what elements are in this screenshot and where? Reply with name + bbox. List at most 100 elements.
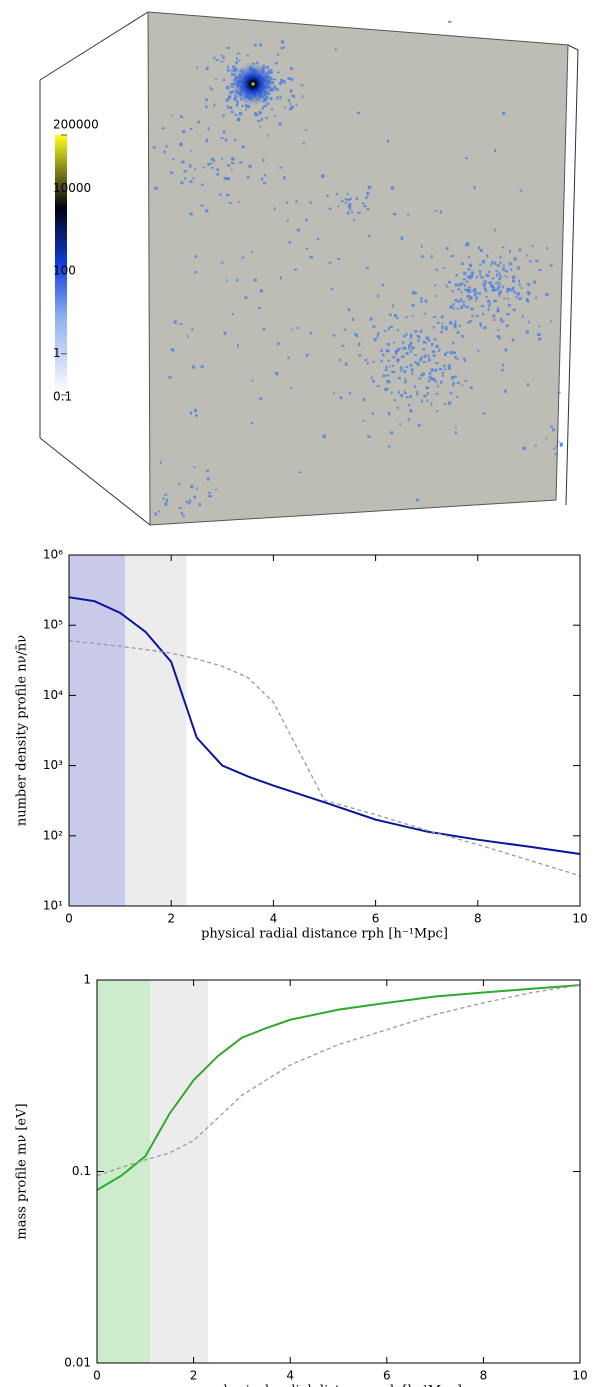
clump-dot [233, 68, 237, 73]
clump-dot [198, 503, 202, 506]
clump-dot [194, 255, 197, 258]
clump-dot [223, 331, 227, 336]
clump-dot [354, 333, 358, 337]
clump-dot [293, 95, 296, 99]
clump-dot [387, 412, 391, 416]
clump-dot [448, 321, 453, 325]
clump-dot [459, 298, 463, 302]
clump-dot [422, 372, 425, 376]
clump-dot [399, 366, 403, 370]
clump-dot [439, 367, 443, 371]
clump-dot [222, 130, 226, 134]
clump-dot [434, 295, 437, 298]
clump-dot [191, 327, 193, 331]
clump-dot [189, 411, 192, 415]
clump-dot [290, 67, 293, 71]
clump-dot [477, 246, 481, 250]
clump-dot [339, 396, 343, 400]
clump-dot [417, 363, 420, 367]
clump-dot [500, 317, 503, 322]
clump-dot [417, 424, 421, 427]
clump-dot [427, 392, 429, 395]
clump-dot [194, 408, 197, 413]
clump-dot [478, 263, 482, 266]
clump-dot [181, 160, 185, 164]
clump-dot [413, 354, 417, 356]
clump-dot [499, 282, 501, 286]
clump-dot [200, 204, 204, 207]
clump-dot [220, 54, 224, 57]
clump-dot [273, 114, 276, 117]
clump-dot [499, 261, 502, 264]
clump-dot [226, 105, 229, 109]
clump-dot [236, 119, 240, 122]
clump-dot [450, 255, 455, 258]
clump-dot [519, 189, 523, 192]
clump-dot [494, 282, 498, 285]
clump-dot [501, 320, 505, 323]
clump-dot [358, 354, 362, 357]
clump-dot [432, 315, 436, 318]
clump-dot [363, 205, 367, 208]
clump-dot [391, 365, 395, 367]
clump-dot [461, 384, 464, 387]
clump-dot [475, 275, 478, 279]
clump-dot [410, 349, 413, 353]
clump-dot [190, 150, 193, 152]
clump-dot [410, 336, 412, 340]
clump-dot [235, 61, 238, 65]
clump-dot [512, 275, 516, 279]
clump-dot [230, 168, 233, 171]
clump-dot [293, 268, 298, 271]
clump-dot [393, 341, 395, 344]
clump-dot [478, 292, 481, 295]
clump-dot [479, 272, 481, 276]
clump-dot [400, 393, 403, 398]
clump-dot [460, 291, 463, 294]
clump-dot [559, 443, 562, 448]
clump-dot [326, 194, 329, 197]
clump-dot [441, 325, 444, 330]
clump-dot [226, 85, 230, 90]
clump-dot [417, 377, 421, 380]
clump-dot [399, 423, 402, 426]
clump-dot [328, 261, 332, 264]
clump-dot [453, 322, 457, 326]
clump-dot [427, 380, 431, 383]
clump-dot [289, 90, 292, 93]
clump-dot [425, 336, 430, 339]
clump-dot [237, 200, 241, 203]
clump-dot [485, 289, 487, 293]
clump-dot [504, 348, 508, 352]
clump-dot [420, 255, 425, 258]
clump-dot [419, 300, 423, 303]
clump-dot [229, 106, 233, 110]
clump-dot [265, 65, 270, 69]
clump-dot [258, 306, 261, 310]
clump-dot [484, 288, 487, 291]
clump-dot [416, 390, 419, 394]
clump-dot [344, 362, 348, 366]
density-slice [147, 11, 569, 526]
clump-dot [498, 287, 501, 289]
clump-dot [452, 381, 455, 386]
clump-dot [209, 162, 213, 165]
clump-dot [553, 447, 556, 450]
clump-dot [210, 157, 215, 161]
clump-dot [277, 88, 279, 92]
clump-dot [296, 228, 300, 232]
clump-dot [426, 386, 429, 389]
clump-dot [416, 498, 419, 502]
clump-dot [393, 314, 398, 317]
clump-dot [376, 385, 381, 387]
clump-dot [417, 361, 420, 365]
clump-dot [280, 78, 284, 83]
clump-dot [446, 286, 449, 289]
clump-dot [411, 371, 414, 376]
clump-dot [430, 402, 433, 406]
x-tick-label: 4 [286, 1369, 294, 1383]
clump-dot [316, 237, 320, 241]
clump-dot [483, 285, 486, 290]
clump-dot [453, 325, 457, 329]
clump-dot [506, 287, 511, 291]
